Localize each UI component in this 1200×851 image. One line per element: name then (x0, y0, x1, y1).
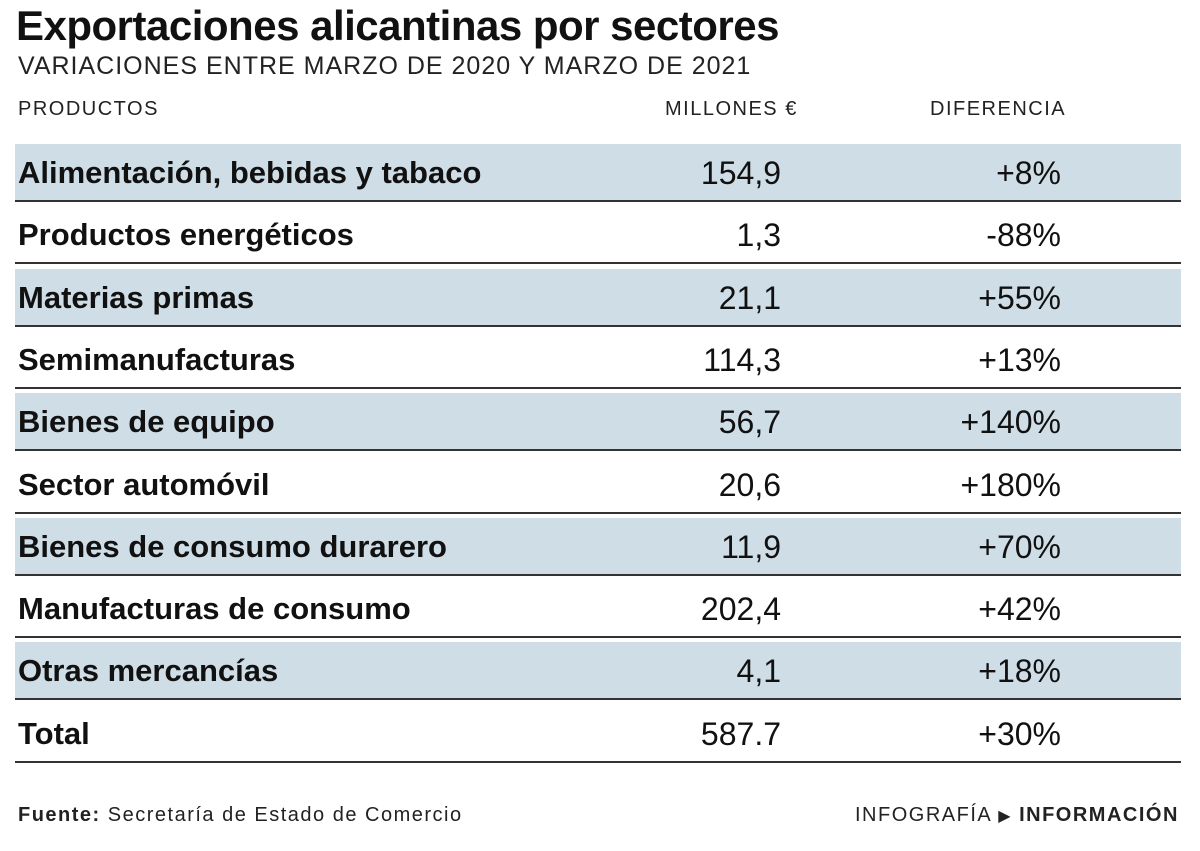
product: Materias primas (18, 279, 255, 315)
product: Sector automóvil (18, 466, 270, 502)
column-header: DIFERENCIA (930, 98, 1067, 120)
table-row: Materias primas 21,1 +55% (15, 268, 1181, 327)
product: Otras mercancías (18, 653, 279, 689)
millions: 56,7 (718, 404, 781, 441)
table-row: Otras mercancías 4,1 +18% (15, 642, 1181, 701)
product: Manufacturas de consumo (18, 591, 411, 627)
table-row: Productos energéticos 1,3 -88% (15, 206, 1181, 265)
product: Productos energéticos (18, 217, 354, 253)
credit-text: INFOGRAFÍA (855, 804, 992, 826)
title: Exportaciones alicantinas por sectores (16, 2, 779, 49)
table-row: Total 587.7 +30% (15, 705, 1181, 763)
product: Bienes de consumo durarero (18, 528, 447, 564)
millions: 20,6 (718, 466, 781, 503)
difference: +42% (978, 591, 1061, 628)
difference: +55% (978, 279, 1061, 316)
source-label: Fuente: (18, 804, 101, 826)
product: Total (18, 715, 90, 751)
millions: 4,1 (736, 653, 781, 690)
arrow-icon: ▶ (998, 808, 1012, 825)
column-header: MILLONES € (665, 98, 798, 120)
source-text: Secretaría de Estado de Comercio (107, 804, 463, 826)
difference: +30% (978, 715, 1061, 752)
difference: +140% (960, 404, 1061, 441)
difference: +8% (996, 155, 1061, 191)
product: Semimanufacturas (18, 341, 296, 377)
source: Fuente: Secretaría de Estado de Comercio (18, 804, 463, 827)
table-row: Bienes de equipo 56,7 +140% (15, 393, 1181, 452)
credit: INFOGRAFÍA ▶ INFORMACIÓN (855, 804, 1179, 827)
millions: 21,1 (718, 279, 781, 316)
table-row: Manufacturas de consumo 202,4 +42% (15, 580, 1181, 639)
brand: INFORMACIÓN (1019, 804, 1179, 826)
millions: 202,4 (700, 591, 781, 628)
difference: +70% (978, 528, 1061, 565)
table-row: Sector automóvil 20,6 +180% (15, 456, 1181, 514)
millions: 114,3 (703, 341, 781, 378)
millions: 11,9 (721, 528, 781, 565)
product: Bienes de equipo (18, 404, 275, 440)
millions: 587.7 (700, 715, 781, 752)
difference: +180% (960, 466, 1061, 503)
table-row: Semimanufacturas 114,3 +13% (15, 331, 1181, 389)
difference: +13% (978, 341, 1061, 378)
difference: +18% (978, 653, 1061, 690)
product: Alimentación, bebidas y tabaco (18, 155, 482, 190)
millions: 1,3 (736, 217, 781, 254)
difference: -88% (986, 217, 1061, 254)
millions: 154,9 (700, 155, 781, 191)
subtitle: VARIACIONES ENTRE MARZO DE 2020 Y MARZO … (18, 52, 752, 80)
table-row: Alimentación, bebidas y tabaco 154,9 +8% (15, 144, 1181, 202)
column-header: PRODUCTOS (18, 98, 159, 120)
table-row: Bienes de consumo durarero 11,9 +70% (15, 517, 1181, 576)
